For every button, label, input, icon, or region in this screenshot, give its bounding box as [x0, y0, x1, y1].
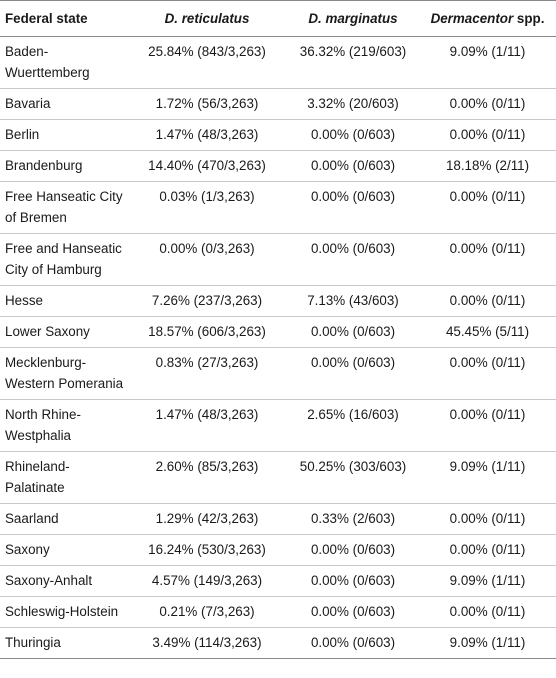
d-marginatus-cell: 0.00% (0/603)	[310, 158, 396, 173]
d-reticulatus-cell: 1.72% (56/3,263)	[155, 96, 259, 111]
header-d-marginatus-label: D. marginatus	[308, 11, 398, 26]
d-reticulatus-cell: 0.00% (0/3,263)	[159, 241, 255, 256]
d-marginatus-cell: 0.00% (0/603)	[310, 573, 396, 588]
state-cell: Rhineland-Palatinate	[5, 459, 70, 495]
state-cell: Hesse	[5, 293, 43, 308]
d-marginatus-cell: 0.00% (0/603)	[310, 127, 396, 142]
table-row: Schleswig-Holstein 0.21% (7/3,263) 0.00% (…	[0, 597, 556, 628]
table-row: Saxony 16.24% (530/3,263) 0.00% (0/603) 0.0…	[0, 535, 556, 566]
header-dermacentor-spp: Dermacentor spp.	[419, 1, 556, 37]
d-reticulatus-cell: 14.40% (470/3,263)	[148, 158, 266, 173]
table-row: Free Hanseatic City of Bremen 0.03% (1/3,…	[0, 182, 556, 234]
dermacentor-spp-cell: 0.00% (0/11)	[449, 355, 526, 370]
dermacentor-spp-cell: 0.00% (0/11)	[449, 542, 526, 557]
d-marginatus-cell: 36.32% (219/603)	[299, 44, 407, 59]
d-reticulatus-cell: 0.21% (7/3,263)	[159, 604, 255, 619]
d-reticulatus-cell: 2.60% (85/3,263)	[155, 459, 259, 474]
d-marginatus-cell: 3.32% (20/603)	[307, 96, 399, 111]
table-row: Brandenburg 14.40% (470/3,263) 0.00% (0/60…	[0, 151, 556, 182]
d-marginatus-cell: 0.00% (0/603)	[310, 241, 396, 256]
d-marginatus-cell: 0.00% (0/603)	[310, 604, 396, 619]
d-marginatus-cell: 0.00% (0/603)	[310, 189, 396, 204]
state-cell: Saarland	[5, 511, 59, 526]
d-marginatus-cell: 0.33% (2/603)	[310, 511, 396, 526]
table-row: Rhineland-Palatinate 2.60% (85/3,263) 50.2…	[0, 452, 556, 504]
table-row: Mecklenburg-Western Pomerania 0.83% (27/3…	[0, 348, 556, 400]
state-cell: Free and Hanseatic City of Hamburg	[5, 241, 122, 277]
d-reticulatus-cell: 7.26% (237/3,263)	[151, 293, 263, 308]
header-dermacentor-genus: Dermacentor	[430, 11, 514, 26]
dermacentor-spp-cell: 45.45% (5/11)	[445, 324, 530, 339]
table-header: Federal state D. reticulatus D. marginat…	[0, 0, 556, 37]
d-reticulatus-cell: 1.47% (48/3,263)	[155, 407, 259, 422]
table-row: North Rhine-Westphalia 1.47% (48/3,263) 2.…	[0, 400, 556, 452]
d-marginatus-cell: 50.25% (303/603)	[299, 459, 407, 474]
dermacentor-spp-cell: 0.00% (0/11)	[449, 511, 526, 526]
state-cell: Schleswig-Holstein	[5, 604, 119, 619]
dermacentor-spp-cell: 18.18% (2/11)	[445, 158, 530, 173]
header-d-reticulatus-label: D. reticulatus	[164, 11, 250, 26]
d-reticulatus-cell: 25.84% (843/3,263)	[148, 44, 266, 59]
dermacentor-spp-cell: 9.09% (1/11)	[449, 44, 526, 59]
state-cell: Saxony	[5, 542, 50, 557]
header-d-marginatus: D. marginatus	[287, 1, 419, 37]
state-cell: Berlin	[5, 127, 40, 142]
dermacentor-spp-cell: 0.00% (0/11)	[449, 293, 526, 308]
d-reticulatus-cell: 0.83% (27/3,263)	[155, 355, 259, 370]
state-cell: Lower Saxony	[5, 324, 90, 339]
dermacentor-spp-cell: 0.00% (0/11)	[449, 407, 526, 422]
state-cell: Baden-Wuerttemberg	[5, 44, 90, 80]
dermacentor-spp-cell: 9.09% (1/11)	[449, 573, 526, 588]
header-row: Federal state D. reticulatus D. marginat…	[0, 0, 556, 37]
table-row: Berlin 1.47% (48/3,263) 0.00% (0/603) 0.00%…	[0, 120, 556, 151]
d-marginatus-cell: 0.00% (0/603)	[310, 324, 396, 339]
dermacentor-spp-cell: 0.00% (0/11)	[449, 189, 526, 204]
d-reticulatus-cell: 1.29% (42/3,263)	[155, 511, 259, 526]
d-marginatus-cell: 0.00% (0/603)	[310, 635, 396, 650]
table-row: Saarland 1.29% (42/3,263) 0.33% (2/603) 0.0…	[0, 504, 556, 535]
d-reticulatus-cell: 18.57% (606/3,263)	[148, 324, 266, 339]
d-marginatus-cell: 7.13% (43/603)	[307, 293, 399, 308]
state-cell: Thuringia	[5, 635, 61, 650]
d-reticulatus-cell: 16.24% (530/3,263)	[148, 542, 266, 557]
table-row: Lower Saxony 18.57% (606/3,263) 0.00% (0/6…	[0, 317, 556, 348]
dermacentor-spp-cell: 0.00% (0/11)	[449, 604, 526, 619]
header-federal-state: Federal state	[5, 11, 88, 26]
d-reticulatus-cell: 0.03% (1/3,263)	[159, 189, 255, 204]
state-cell: North Rhine-Westphalia	[5, 407, 81, 443]
dermacentor-spp-cell: 0.00% (0/11)	[449, 241, 526, 256]
dermacentor-spp-cell: 0.00% (0/11)	[449, 96, 526, 111]
dermacentor-spp-cell: 9.09% (1/11)	[449, 635, 526, 650]
state-cell: Mecklenburg-Western Pomerania	[5, 355, 124, 391]
table-row: Saxony-Anhalt 4.57% (149/3,263) 0.00% (0/6…	[0, 566, 556, 597]
d-reticulatus-cell: 1.47% (48/3,263)	[155, 127, 259, 142]
table-body: Baden-Wuerttemberg 25.84% (843/3,263) 36.3…	[0, 37, 556, 659]
state-cell: Free Hanseatic City of Bremen	[5, 189, 123, 225]
d-reticulatus-cell: 4.57% (149/3,263)	[151, 573, 263, 588]
header-dermacentor-suffix: spp.	[513, 11, 545, 26]
state-cell: Bavaria	[5, 96, 51, 111]
table-row: Thuringia 3.49% (114/3,263) 0.00% (0/603) 9…	[0, 628, 556, 659]
d-marginatus-cell: 0.00% (0/603)	[310, 355, 396, 370]
table-row: Bavaria 1.72% (56/3,263) 3.32% (20/603) 0.0…	[0, 89, 556, 120]
dermacentor-spp-cell: 9.09% (1/11)	[449, 459, 526, 474]
data-table: Federal state D. reticulatus D. marginat…	[0, 0, 556, 659]
d-marginatus-cell: 0.00% (0/603)	[310, 542, 396, 557]
dermacentor-spp-cell: 0.00% (0/11)	[449, 127, 526, 142]
d-reticulatus-cell: 3.49% (114/3,263)	[152, 635, 262, 650]
table-row: Baden-Wuerttemberg 25.84% (843/3,263) 36.3…	[0, 37, 556, 89]
header-d-reticulatus: D. reticulatus	[127, 1, 287, 37]
d-marginatus-cell: 2.65% (16/603)	[307, 407, 399, 422]
state-cell: Saxony-Anhalt	[5, 573, 93, 588]
table-row: Free and Hanseatic City of Hamburg 0.00% …	[0, 234, 556, 286]
state-cell: Brandenburg	[5, 158, 83, 173]
table-row: Hesse 7.26% (237/3,263) 7.13% (43/603) 0.00…	[0, 286, 556, 317]
